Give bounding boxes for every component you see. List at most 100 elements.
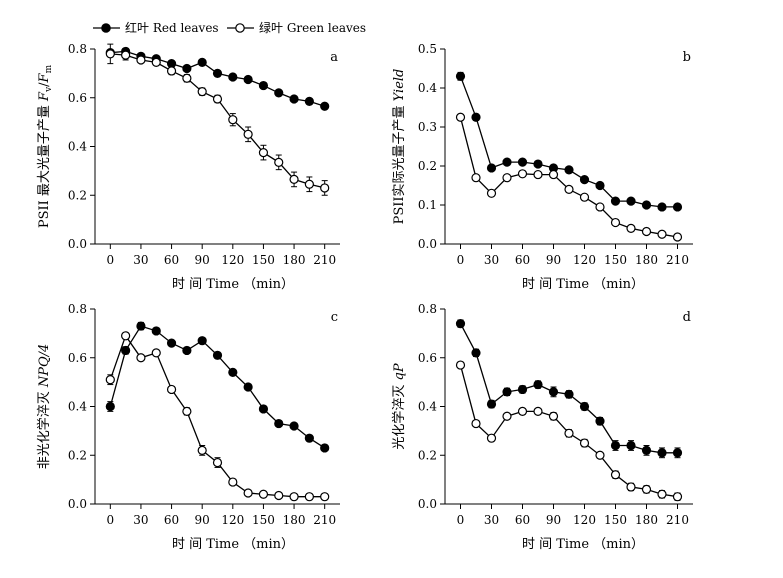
- data-point: [548, 387, 559, 397]
- data-point: [486, 163, 497, 173]
- data-point: [455, 319, 466, 329]
- x-tick-label: 180: [283, 513, 306, 527]
- data-point: [517, 169, 528, 179]
- data-point: [289, 174, 299, 185]
- panel-letter: c: [331, 310, 338, 325]
- legend-item-red: 红叶 Red leaves: [93, 20, 219, 35]
- x-tick-label: 60: [164, 513, 179, 527]
- data-point: [595, 202, 605, 212]
- data-point: [105, 375, 115, 385]
- data-point: [564, 165, 574, 175]
- data-point: [228, 72, 238, 82]
- legend-label-green: 绿叶 Green leaves: [259, 20, 366, 35]
- data-point: [672, 492, 683, 502]
- data-point: [641, 445, 652, 455]
- y-tick-label: 0.6: [68, 91, 87, 105]
- y-axis-title-F: F: [37, 91, 52, 102]
- x-tick-label: 90: [195, 513, 210, 527]
- y-tick-label: 0.6: [418, 351, 437, 365]
- y-axis-title: PSII实际光量子产量 Yield: [392, 69, 407, 225]
- legend: 红叶 Red leaves 绿叶 Green leaves: [93, 20, 366, 35]
- y-axis-title: 光化学淬灭 qP: [391, 363, 407, 449]
- data-point: [533, 379, 543, 390]
- data-point: [136, 353, 146, 363]
- x-tick-label: 0: [106, 253, 114, 267]
- series-green-leaves: [455, 360, 683, 502]
- data-point: [166, 66, 177, 76]
- data-point: [243, 382, 253, 392]
- x-tick-label: 30: [484, 513, 499, 527]
- y-tick-label: 0.2: [418, 159, 437, 173]
- y-axis-title-sub-m: m: [44, 64, 54, 73]
- data-point: [533, 169, 543, 180]
- y-tick-label: 0.6: [68, 351, 87, 365]
- data-point: [486, 433, 497, 443]
- data-point: [197, 445, 207, 455]
- data-point: [166, 384, 177, 395]
- y-tick-label: 0.2: [68, 188, 87, 202]
- x-tick-label: 150: [252, 513, 275, 527]
- data-point: [228, 115, 238, 125]
- series-red-leaves: [455, 71, 683, 212]
- data-point: [320, 443, 330, 453]
- x-tick-label: 210: [313, 253, 336, 267]
- x-tick-label: 150: [252, 253, 275, 267]
- x-tick-label: 150: [604, 253, 627, 267]
- y-tick-label: 0.2: [418, 448, 437, 462]
- data-point: [182, 63, 192, 74]
- y-axis-title-italic: NPQ/4: [37, 344, 52, 388]
- x-tick-label: 210: [666, 253, 689, 267]
- data-point: [166, 338, 177, 348]
- panel-c: 0.0 0.2 0.4 0.6 0.8 0 30 60 90 120 150 180 210 时 间 Ti…: [36, 302, 340, 552]
- y-axis-title-italic: Yield: [392, 69, 407, 102]
- y-tick-label: 0.0: [418, 237, 437, 251]
- y-tick-label: 0.0: [418, 497, 437, 511]
- legend-marker-filled: [101, 23, 111, 33]
- data-point: [304, 433, 314, 443]
- data-point: [304, 96, 314, 107]
- data-point: [471, 112, 481, 122]
- y-axis-title: PSII 最大光量子产量 Fv/Fm: [37, 64, 54, 228]
- panel-d: 0.0 0.2 0.4 0.6 0.8 0 30 60 90 120 150 180 210 时 间 Ti…: [391, 302, 693, 552]
- data-point: [595, 180, 605, 191]
- x-tick-label: 180: [635, 513, 658, 527]
- data-point: [105, 401, 115, 412]
- data-point: [258, 489, 269, 499]
- x-tick-label: 120: [573, 253, 596, 267]
- x-tick-label: 0: [106, 513, 114, 527]
- data-point: [579, 192, 590, 202]
- series-line: [459, 117, 678, 238]
- data-point: [212, 350, 223, 360]
- x-tick-label: 180: [635, 253, 658, 267]
- data-point: [471, 418, 481, 429]
- data-point: [197, 336, 207, 346]
- data-point: [610, 217, 621, 228]
- x-tick-label: 120: [573, 513, 596, 527]
- y-axis-title: 非光化学淬灭 NPQ/4: [36, 344, 52, 470]
- y-tick-label: 0.1: [418, 198, 437, 212]
- data-point: [197, 57, 207, 68]
- y-tick-label: 0.0: [68, 237, 87, 251]
- data-point: [626, 440, 636, 451]
- data-point: [182, 73, 192, 83]
- data-point: [626, 196, 636, 206]
- x-tick-label: 210: [313, 513, 336, 527]
- x-tick-label: 0: [457, 513, 465, 527]
- data-point: [471, 348, 481, 358]
- data-point: [533, 159, 543, 169]
- data-point: [641, 200, 652, 210]
- data-point: [258, 80, 269, 91]
- panel-letter: b: [683, 50, 691, 65]
- data-point: [136, 321, 146, 331]
- x-axis-title: 时 间 Time （min）: [172, 537, 294, 552]
- x-tick-label: 150: [604, 513, 627, 527]
- data-point: [320, 492, 330, 502]
- y-tick-label: 0.3: [418, 120, 437, 134]
- y-tick-label: 0.8: [418, 302, 437, 316]
- legend-item-green: 绿叶 Green leaves: [227, 20, 366, 35]
- data-point: [258, 147, 269, 158]
- y-tick-label: 0.0: [68, 497, 87, 511]
- x-tick-label: 30: [133, 253, 148, 267]
- x-tick-label: 120: [221, 253, 244, 267]
